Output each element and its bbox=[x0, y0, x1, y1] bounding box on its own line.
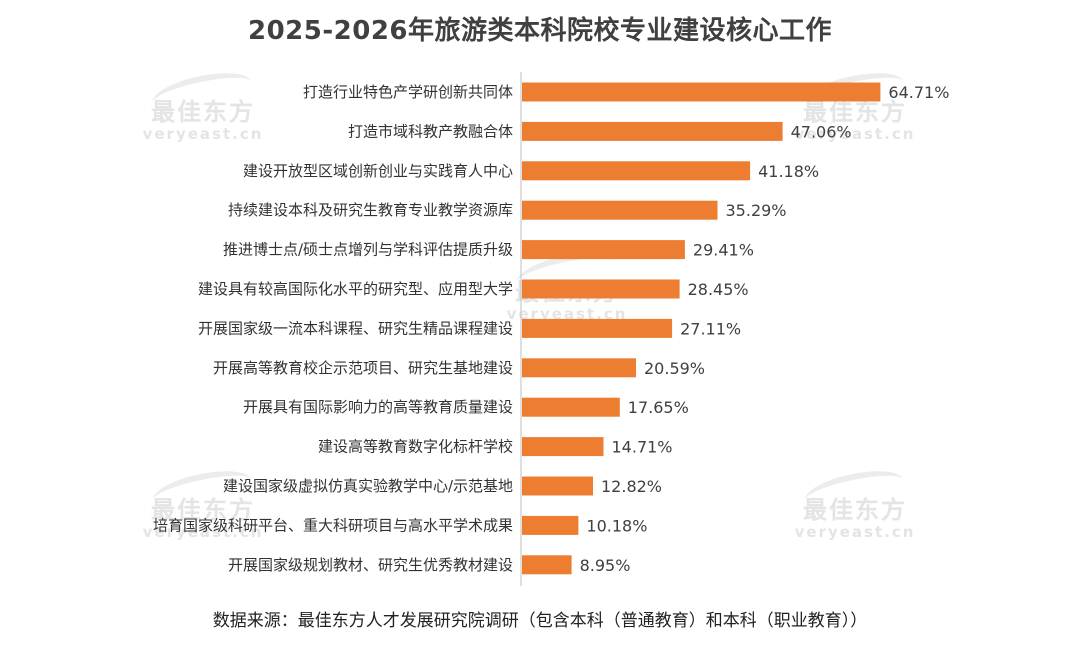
category-labels-group: 打造行业特色产学研创新共同体打造市域科教产教融合体建设开放型区域创新创业与实践育… bbox=[153, 83, 513, 574]
value-label: 47.06% bbox=[791, 122, 852, 141]
category-label: 建设具有较高国际化水平的研究型、应用型大学 bbox=[198, 280, 513, 298]
value-label: 64.71% bbox=[888, 83, 949, 102]
value-label: 35.29% bbox=[726, 201, 787, 220]
bar bbox=[522, 318, 673, 338]
category-label: 开展国家级规划教材、研究生优秀教材建设 bbox=[228, 556, 513, 574]
value-label: 20.59% bbox=[644, 359, 705, 378]
value-label: 28.45% bbox=[688, 280, 749, 299]
value-label: 27.11% bbox=[680, 319, 741, 338]
category-label: 打造行业特色产学研创新共同体 bbox=[303, 83, 513, 101]
value-label: 10.18% bbox=[586, 516, 647, 535]
bar bbox=[522, 240, 685, 260]
category-label: 建设开放型区域创新创业与实践育人中心 bbox=[243, 162, 513, 180]
category-label: 开展高等教育校企示范项目、研究生基地建设 bbox=[213, 359, 513, 377]
bar bbox=[522, 121, 783, 141]
value-label: 17.65% bbox=[628, 398, 689, 417]
bar bbox=[522, 200, 718, 220]
category-label: 开展具有国际影响力的高等教育质量建设 bbox=[243, 398, 513, 416]
bar bbox=[522, 397, 620, 417]
category-label: 推进博士点/硕士点增列与学科评估提质升级 bbox=[223, 241, 513, 259]
category-label: 建设高等教育数字化标杆学校 bbox=[318, 438, 513, 456]
bar bbox=[522, 515, 579, 535]
bar bbox=[522, 358, 636, 378]
bar bbox=[522, 437, 604, 457]
bar bbox=[522, 161, 751, 181]
category-label: 培育国家级科研平台、重大科研项目与高水平学术成果 bbox=[153, 516, 513, 534]
value-label: 29.41% bbox=[693, 241, 754, 260]
value-labels-group: 64.71% 47.06% 41.18% 35.29% 29.41% 28.45% 27.1… bbox=[580, 83, 950, 575]
bar bbox=[522, 279, 680, 299]
value-label: 41.18% bbox=[758, 162, 819, 181]
chart-title: 2025-2026年旅游类本科院校专业建设核心工作 bbox=[247, 16, 833, 46]
bar bbox=[522, 82, 881, 102]
category-label: 打造市域科教产教融合体 bbox=[348, 122, 513, 140]
source-note: 数据来源：最佳东方人才发展研究院调研（包含本科（普通教育）和本科（职业教育）） bbox=[212, 611, 868, 631]
category-label: 持续建设本科及研究生教育专业教学资源库 bbox=[228, 201, 513, 219]
category-label: 开展国家级一流本科课程、研究生精品课程建设 bbox=[198, 319, 513, 337]
bars-group bbox=[522, 82, 881, 575]
category-label: 建设国家级虚拟仿真实验教学中心/示范基地 bbox=[223, 477, 513, 495]
bar bbox=[522, 555, 572, 575]
value-label: 12.82% bbox=[601, 477, 662, 496]
value-label: 8.95% bbox=[580, 556, 631, 575]
value-label: 14.71% bbox=[612, 438, 673, 457]
bar bbox=[522, 476, 593, 496]
